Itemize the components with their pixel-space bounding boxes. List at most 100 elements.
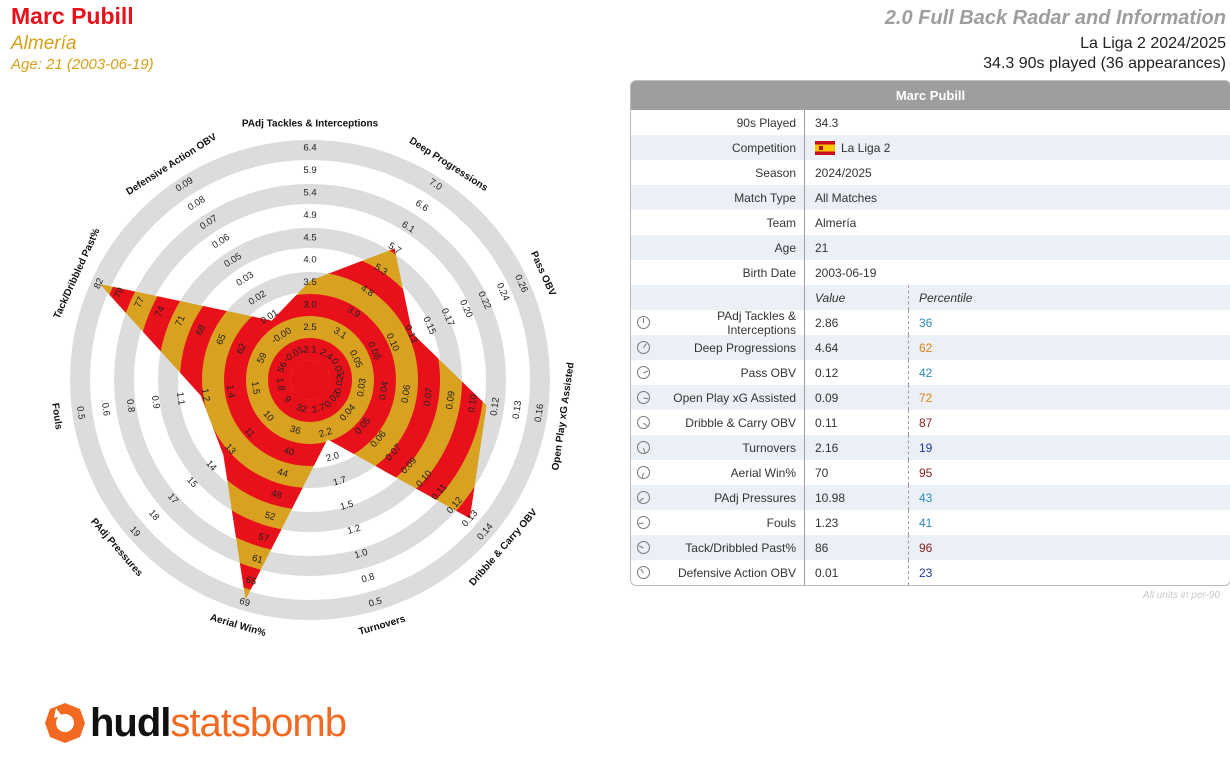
info-value: 34.3: [815, 115, 839, 130]
metric-clock-icon: [637, 466, 650, 479]
radar-tick-label: 62: [235, 342, 249, 356]
radar-tick-label: 40: [282, 445, 295, 459]
metric-label-cell: PAdj Pressures: [631, 485, 805, 510]
info-row: Match Type All Matches: [631, 185, 1230, 210]
radar-axis-label: Open Play xG Assisted: [550, 362, 576, 472]
metric-clock-icon: [637, 316, 650, 329]
metric-label-cell: Fouls: [631, 510, 805, 535]
metric-clock-icon: [637, 391, 650, 404]
metric-label: Open Play xG Assisted: [673, 390, 796, 405]
info-value: All Matches: [815, 190, 878, 205]
radar-tick-label: 1.5: [339, 499, 355, 513]
radar-tick-label: 61: [251, 553, 264, 567]
metric-percentile: 62: [919, 340, 933, 355]
team-name: Almería: [11, 33, 77, 54]
radar-tick-label: 32: [295, 402, 308, 416]
metric-label: Dribble & Carry OBV: [685, 415, 796, 430]
metric-label-cell: Aerial Win%: [631, 460, 805, 485]
radar-tick-label: 6.6: [413, 198, 430, 214]
radar-tick-label: 77: [133, 295, 147, 309]
radar-tick-label: 0.5: [368, 595, 384, 609]
info-value: 2024/2025: [815, 165, 872, 180]
radar-tick-label: 2.2: [318, 426, 334, 440]
info-row: Competition La Liga 2: [631, 135, 1230, 160]
info-row: Birth Date 2003-06-19: [631, 260, 1230, 285]
radar-tick-label: 2.1: [303, 345, 316, 356]
metric-percentile: 42: [919, 365, 933, 380]
metric-rows: PAdj Tackles & Interceptions 2.86 36 Deep P…: [631, 308, 1230, 585]
metric-percentile: 19: [919, 440, 933, 455]
info-value: Almería: [815, 215, 857, 230]
player-name: Marc Pubill: [11, 3, 134, 29]
radar-tick-label: 59: [255, 351, 269, 365]
radar-axis-label: PAdj Tackles & Interceptions: [242, 119, 379, 130]
metric-clock-icon: [637, 541, 650, 554]
info-value: 21: [815, 240, 829, 255]
info-label: Competition: [631, 135, 805, 160]
metric-label: PAdj Pressures: [714, 490, 796, 505]
age-line: Age: 21 (2003-06-19): [11, 56, 154, 73]
radar-tick-label: 74: [153, 305, 167, 319]
radar-axis-label: Fouls: [49, 402, 64, 430]
radar-tick-label: 0.9: [149, 395, 162, 410]
radar-tick-label: 18: [146, 508, 161, 523]
radar-tick-label: 65: [214, 333, 228, 347]
radar-axis-label: Aerial Win%: [209, 612, 268, 639]
metric-label-cell: Deep Progressions: [631, 335, 805, 360]
radar-tick-label: 0.08: [186, 194, 208, 213]
metric-label: Aerial Win%: [730, 465, 796, 480]
metric-value: 1.23: [805, 510, 909, 535]
metric-label: Tack/Dribbled Past%: [685, 540, 796, 555]
metric-percentile: 23: [919, 565, 933, 580]
metric-row: PAdj Pressures 10.98 43: [631, 485, 1230, 510]
metric-row: PAdj Tackles & Interceptions 2.86 36: [631, 308, 1230, 337]
metric-row: Turnovers 2.16 19: [631, 435, 1230, 460]
metric-percentile: 96: [919, 540, 933, 555]
metric-percentile: 95: [919, 465, 933, 480]
radar-tick-label: 2.0: [325, 450, 341, 464]
info-row: 90s Played 34.3: [631, 110, 1230, 135]
radar-tick-label: 0.09: [444, 390, 458, 410]
metric-row: Dribble & Carry OBV 0.11 87: [631, 410, 1230, 435]
metric-label: Deep Progressions: [693, 340, 796, 355]
metric-label-cell: Pass OBV: [631, 360, 805, 385]
radar-tick-label: 0.06: [400, 384, 414, 404]
metric-value: 86: [805, 535, 909, 560]
metric-percentile: 87: [919, 415, 933, 430]
radar-tick-label: 0.06: [210, 232, 232, 251]
metric-label-cell: Dribble & Carry OBV: [631, 410, 805, 435]
metric-label-cell: Tack/Dribbled Past%: [631, 535, 805, 560]
radar-tick-label: 71: [173, 314, 187, 328]
metric-label: PAdj Tackles & Interceptions: [717, 308, 796, 337]
metric-value: 2.86: [805, 310, 909, 335]
radar-tick-label: 0.03: [355, 378, 369, 398]
radar-tick-label: 0.13: [511, 400, 525, 420]
metric-label-cell: Open Play xG Assisted: [631, 385, 805, 410]
metric-value: 70: [805, 460, 909, 485]
radar-tick-label: 1.0: [353, 547, 369, 561]
info-label: Age: [631, 235, 805, 260]
player-info-table: Marc Pubill 90s Played 34.3 Competition La …: [630, 80, 1230, 586]
radar-tick-label: 52: [263, 510, 276, 524]
info-label: 90s Played: [631, 110, 805, 135]
radar-tick-label: 48: [270, 488, 283, 502]
radar-tick-label: 5.9: [303, 165, 316, 176]
metric-value: 2.16: [805, 435, 909, 460]
metric-clock-icon: [637, 491, 650, 504]
radar-tick-label: 82: [92, 277, 106, 291]
info-row: Team Almería: [631, 210, 1230, 235]
competition-value: La Liga 2: [841, 140, 891, 155]
metric-label: Fouls: [766, 515, 796, 530]
info-rows: 90s Played 34.3 Competition La Liga 2 Season…: [631, 110, 1230, 285]
radar-tick-label: 1.2: [346, 523, 362, 537]
competition-line: La Liga 2 2024/2025: [1080, 35, 1226, 52]
radar-tick-label: 3.5: [303, 277, 316, 288]
radar-tick-label: 2.7: [311, 402, 327, 416]
radar-ring-band: [114, 184, 506, 576]
report-title: 2.0 Full Back Radar and Information: [884, 7, 1226, 29]
metric-row: Fouls 1.23 41: [631, 510, 1230, 535]
radar-tick-label: 6.4: [303, 143, 316, 154]
metric-clock-icon: [637, 516, 650, 529]
radar-tick-label: 0.16: [533, 403, 547, 423]
metric-label-cell: Defensive Action OBV: [631, 560, 805, 585]
